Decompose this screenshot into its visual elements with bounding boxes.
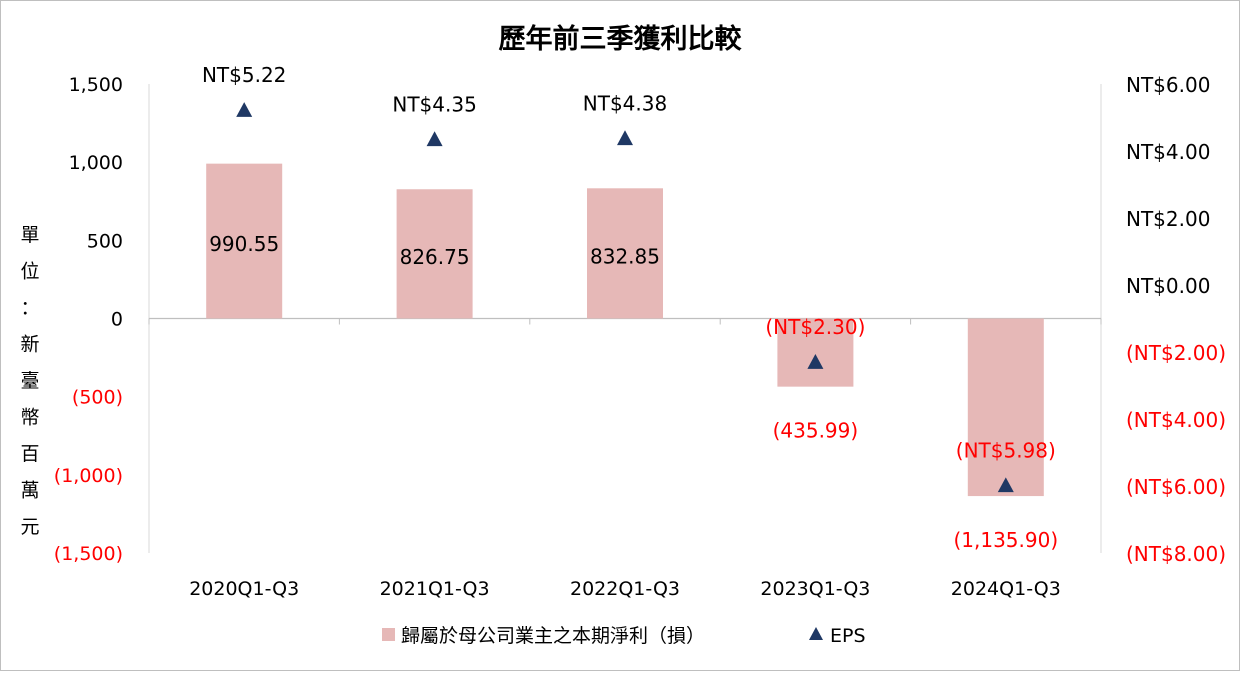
eps-data-label: NT$4.38	[583, 91, 667, 115]
eps-data-label: (NT$2.30)	[765, 315, 865, 339]
category-label: 2022Q1-Q3	[570, 578, 680, 600]
right-tick-label: (NT$4.00)	[1126, 408, 1226, 432]
eps-data-label: NT$5.22	[202, 63, 286, 87]
category-label: 2023Q1-Q3	[760, 578, 870, 600]
right-tick-label: (NT$6.00)	[1126, 475, 1226, 499]
y-axis-unit-char: 位	[20, 261, 39, 283]
legend-swatch-net-income	[382, 628, 395, 641]
bar-data-label: 990.55	[209, 232, 279, 256]
bar-data-label: (1,135.90)	[953, 528, 1058, 552]
y-axis-unit-char: 臺	[20, 370, 39, 392]
left-tick-label: (500)	[72, 387, 123, 409]
category-label: 2020Q1-Q3	[189, 578, 299, 600]
y-axis-unit-char: 單	[20, 224, 39, 246]
bar-data-label: (435.99)	[773, 419, 859, 443]
eps-marker	[997, 477, 1014, 493]
eps-marker	[426, 131, 443, 147]
eps-marker	[617, 130, 633, 146]
legend-label-net-income: 歸屬於母公司業主之本期淨利（損）	[401, 625, 705, 647]
category-label: 2024Q1-Q3	[951, 578, 1061, 600]
legend-marker-eps	[809, 627, 823, 640]
left-tick-label: 500	[87, 230, 123, 252]
chart-title: 歷年前三季獲利比較	[499, 23, 743, 55]
right-tick-label: NT$0.00	[1126, 274, 1210, 298]
y-axis-unit-char: 新	[20, 334, 39, 356]
right-tick-label: NT$4.00	[1126, 140, 1210, 164]
right-tick-label: NT$2.00	[1126, 207, 1210, 231]
right-tick-label: (NT$2.00)	[1126, 341, 1226, 365]
eps-marker	[236, 102, 253, 117]
y-axis-unit-char: 元	[20, 516, 39, 538]
left-tick-label: 1,000	[69, 152, 123, 174]
bar-net-income	[777, 318, 854, 387]
legend-label-eps: EPS	[830, 625, 866, 647]
y-axis-unit-char: 百	[20, 443, 39, 465]
bar-data-label: 832.85	[590, 244, 660, 268]
right-tick-label: (NT$8.00)	[1126, 542, 1226, 566]
y-axis-unit-char: 幣	[20, 407, 39, 429]
bar-net-income	[967, 318, 1044, 497]
bar-net-income	[396, 189, 473, 319]
left-tick-label: (1,500)	[54, 543, 123, 565]
bar-net-income	[587, 188, 663, 319]
bar-data-label: 826.75	[400, 245, 470, 269]
right-tick-label: NT$6.00	[1126, 73, 1210, 97]
y-axis-unit-char: 萬	[20, 480, 39, 502]
left-tick-label: (1,000)	[54, 465, 123, 487]
left-tick-label: 1,500	[69, 74, 123, 96]
eps-data-label: (NT$5.98)	[956, 438, 1056, 462]
bar-net-income	[206, 163, 283, 319]
left-tick-label: 0	[111, 309, 123, 331]
eps-marker	[807, 354, 824, 369]
y-axis-unit-char: ：	[20, 297, 39, 319]
category-label: 2021Q1-Q3	[380, 578, 490, 600]
eps-data-label: NT$4.35	[392, 92, 476, 116]
